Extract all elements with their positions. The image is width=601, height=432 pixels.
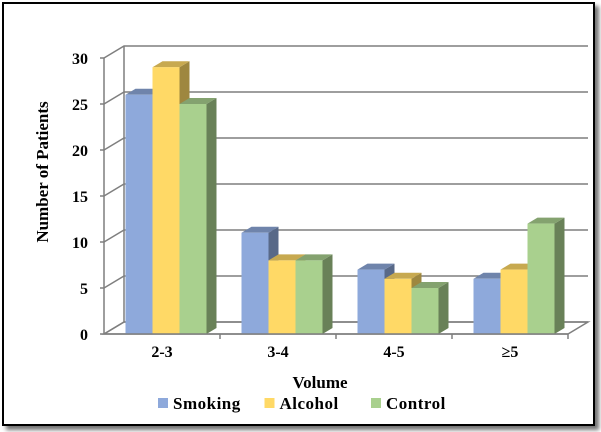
x-tick-label: 4-5 (383, 344, 404, 361)
bar-top (241, 226, 279, 233)
gridlines (103, 45, 588, 335)
bar-side (438, 282, 449, 334)
y-tick-label: 25 (72, 97, 88, 114)
x-tick-label: ≥5 (502, 344, 519, 361)
y-axis-title: Number of Patients (33, 101, 52, 243)
bar-front (527, 223, 555, 334)
bar-front (125, 94, 153, 334)
bar-top (295, 254, 333, 261)
legend-item-smoking: Smoking (158, 394, 241, 413)
legend-swatch (371, 398, 381, 408)
bar-front (357, 269, 385, 334)
bar-front (152, 67, 180, 334)
gridline (103, 45, 588, 59)
bar-front (384, 278, 412, 334)
legend-label: Smoking (173, 394, 241, 413)
x-tick-label: 2-3 (151, 344, 172, 361)
y-tick-labels: 0 5 10 15 20 25 30 (72, 51, 88, 344)
gridline (103, 91, 588, 105)
y-tick-label: 5 (80, 281, 88, 298)
bar-front (411, 288, 439, 334)
gridline (103, 229, 588, 243)
legend: Smoking Alcohol Control (158, 394, 446, 413)
y-tick-label: 10 (72, 235, 88, 252)
bar-top (179, 98, 217, 104)
bar-front (295, 260, 323, 334)
bar-top (152, 61, 190, 68)
bar-side (554, 217, 565, 334)
bar-top (268, 254, 306, 261)
gridline (103, 275, 588, 289)
bar-control-≥5 (527, 217, 565, 334)
legend-label: Alcohol (280, 394, 339, 413)
y-tick-label: 20 (72, 143, 88, 160)
bars (125, 61, 565, 334)
x-tick-label: 3-4 (267, 344, 288, 361)
y-tick-label: 15 (72, 189, 88, 206)
bar-front (268, 260, 296, 334)
bar-front (179, 104, 207, 334)
bar-side (206, 98, 217, 334)
axes (100, 57, 569, 339)
bar-control-3-4 (295, 254, 333, 334)
bar-front (241, 232, 269, 334)
legend-swatch (264, 398, 275, 408)
legend-item-alcohol: Alcohol (264, 394, 339, 413)
bar-top (527, 217, 565, 224)
legend-label: Control (386, 394, 446, 413)
bar-top (384, 272, 422, 279)
bar-top (411, 282, 449, 288)
bar-control-2-3 (179, 98, 217, 334)
x-tick-labels: 2-3 3-4 4-5 ≥5 (151, 344, 518, 361)
legend-item-control: Control (371, 394, 446, 413)
bar-front (500, 269, 528, 334)
bar-top (357, 263, 395, 270)
y-tick-label: 30 (72, 51, 88, 68)
y-tick-label: 0 (80, 327, 88, 344)
chart-frame (2, 2, 595, 426)
x-axis-title: Volume (292, 373, 348, 392)
gridline (103, 137, 588, 151)
legend-swatch (158, 398, 168, 408)
bar-side (322, 254, 333, 334)
gridline (103, 183, 588, 197)
bar-control-4-5 (411, 282, 449, 334)
bar-front (473, 278, 501, 334)
